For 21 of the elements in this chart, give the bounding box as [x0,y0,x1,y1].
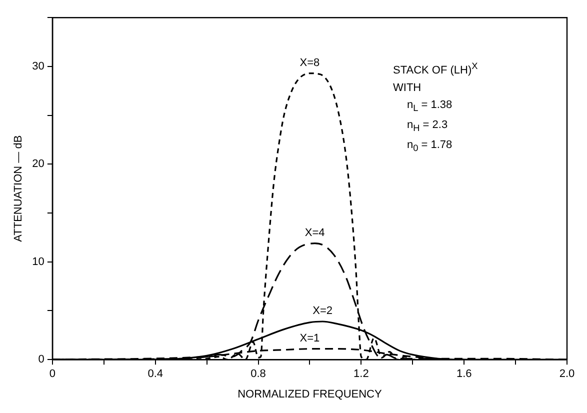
x-tick-label: 0.4 [148,368,163,380]
x-tick-label: 0 [49,368,56,380]
annotation: n$_{H}$ = 2.3 [406,118,449,136]
series-label: X=8 [300,56,320,69]
y-tick-label: 0 [38,354,44,366]
series-label: X=4 [304,226,325,239]
x-tick-label: 2.0 [559,368,575,380]
x-tick-label: 0.8 [250,368,266,380]
series-label: X=2 [312,305,333,318]
annotation: n$_{L}$ = 1.38 [406,98,454,115]
y-tick-label: 10 [32,256,44,268]
series-label: X=1 [300,332,320,344]
annotation: STACK OF (LH)$^{X}$ [393,60,478,79]
x-tick-label: 1.6 [456,368,472,380]
y-tick-label: 30 [32,60,44,72]
y-axis-title: ATTENUATION — dB [12,135,25,242]
y-tick-label: 20 [32,158,44,170]
annotation: WITH [393,80,422,96]
x-axis-title: NORMALIZED FREQUENCY [238,388,382,400]
annotation: n$_{0}$ = 1.78 [406,138,454,156]
x-tick-label: 1.2 [354,368,369,380]
